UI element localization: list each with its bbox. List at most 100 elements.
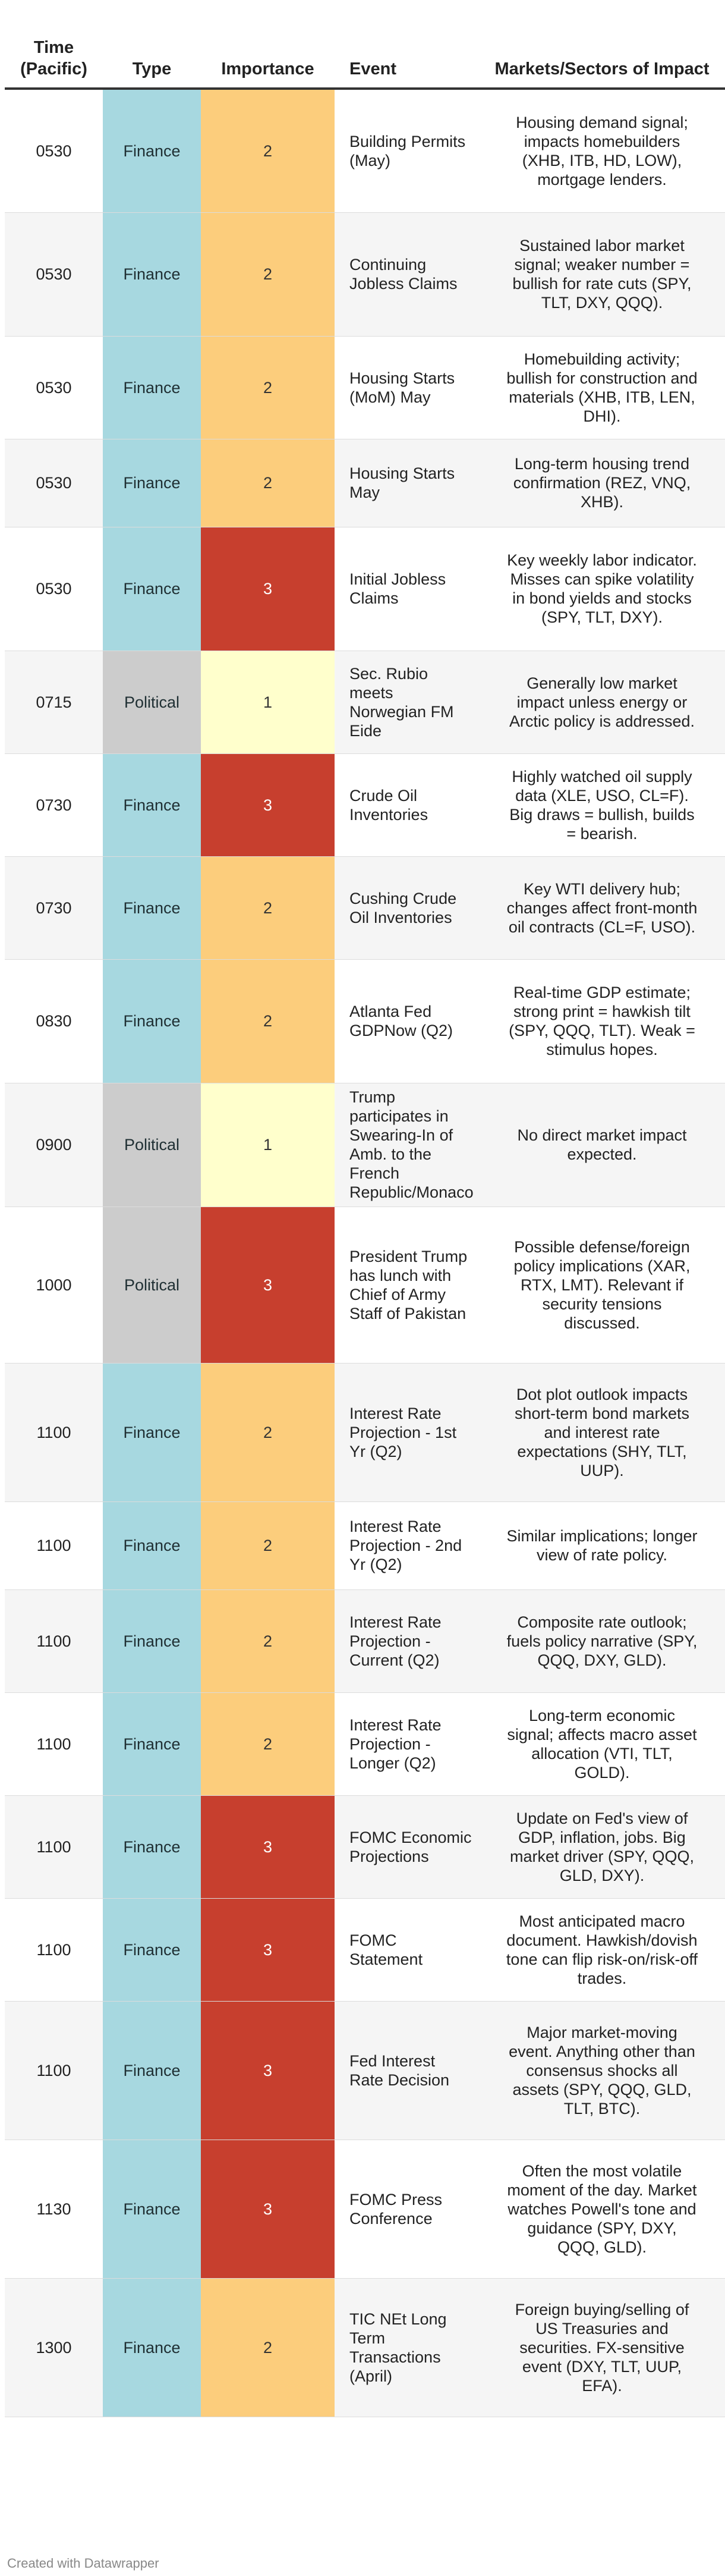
forecast-cell: 1,	[721, 212, 725, 337]
time-cell: 0530	[5, 439, 103, 527]
importance-cell: 2	[201, 212, 335, 337]
time-cell: 1100	[5, 1501, 103, 1590]
time-cell: 1130	[5, 2140, 103, 2279]
markets-cell: Real-time GDP estimate; strong print = h…	[483, 959, 721, 1083]
type-cell: Political	[103, 651, 201, 754]
importance-cell: 2	[201, 336, 335, 439]
event-cell: Continuing Jobless Claims	[335, 212, 483, 337]
markets-cell: Composite rate outlook; fuels policy nar…	[483, 1589, 721, 1693]
type-cell: Finance	[103, 1501, 201, 1590]
importance-cell: 2	[201, 1501, 335, 1590]
events-table: Time (Pacific) Type Importance Event Mar…	[5, 20, 725, 2417]
forecast-cell	[721, 959, 725, 1083]
time-cell: 1100	[5, 1692, 103, 1796]
importance-cell: 2	[201, 959, 335, 1083]
forecast-cell: 3	[721, 856, 725, 960]
markets-cell: Major market-moving event. Anything othe…	[483, 2001, 721, 2140]
table-row: 1100 Finance 2 Interest Rate Projection - 1…	[5, 1363, 725, 1502]
importance-cell: 2	[201, 89, 335, 213]
time-cell: 1100	[5, 1795, 103, 1899]
markets-cell: Highly watched oil supply data (XLE, USO…	[483, 753, 721, 857]
table-row: 1100 Finance 2 Interest Rate Projection - L…	[5, 1692, 725, 1796]
markets-cell: Long-term economic signal; affects macro…	[483, 1692, 721, 1796]
type-cell: Finance	[103, 2278, 201, 2417]
type-cell: Finance	[103, 753, 201, 857]
event-cell: Fed Interest Rate Decision	[335, 2001, 483, 2140]
forecast-cell	[721, 1898, 725, 2002]
table-row: 1100 Finance 3 FOMC Economic Projections Upd…	[5, 1795, 725, 1899]
type-cell: Finance	[103, 856, 201, 960]
forecast-cell	[721, 1363, 725, 1502]
type-cell: Finance	[103, 439, 201, 527]
importance-cell: 3	[201, 753, 335, 857]
event-cell: Housing Starts (MoM) May	[335, 336, 483, 439]
forecast-cell: 1.	[721, 89, 725, 213]
time-cell: 1300	[5, 2278, 103, 2417]
table-row: 0530 Finance 2 Housing Starts May Long-term …	[5, 439, 725, 527]
event-cell: Trump participates in Swearing-In of Amb…	[335, 1083, 483, 1207]
importance-cell: 3	[201, 2140, 335, 2279]
forecast-cell	[721, 1795, 725, 1899]
event-cell: Atlanta Fed GDPNow (Q2)	[335, 959, 483, 1083]
time-cell: 0830	[5, 959, 103, 1083]
header-importance: Importance	[201, 20, 335, 90]
forecast-cell	[721, 1589, 725, 1693]
table-row: 1130 Finance 3 FOMC Press Conference Often t…	[5, 2140, 725, 2279]
markets-cell: Key weekly labor indicator. Misses can s…	[483, 527, 721, 651]
importance-cell: 2	[201, 439, 335, 527]
time-cell: 1100	[5, 1589, 103, 1693]
forecast-cell	[721, 651, 725, 754]
table-row: 1300 Finance 2 TIC NEt Long Term Transactio…	[5, 2278, 725, 2417]
markets-cell: Housing demand signal; impacts homebuild…	[483, 89, 721, 213]
forecast-cell	[721, 2278, 725, 2417]
markets-cell: Homebuilding activity; bullish for const…	[483, 336, 721, 439]
time-cell: 0730	[5, 753, 103, 857]
markets-cell: Similar implications; longer view of rat…	[483, 1501, 721, 1590]
event-cell: Cushing Crude Oil Inventories	[335, 856, 483, 960]
table-row: 1000 Political 3 President Trump has lunch …	[5, 1207, 725, 1364]
table-row: 1100 Finance 3 FOMC Statement Most anticipat…	[5, 1898, 725, 2002]
event-cell: Initial Jobless Claims	[335, 527, 483, 651]
table-row: 0715 Political 1 Sec. Rubio meets Norwegian…	[5, 651, 725, 754]
forecast-cell	[721, 1501, 725, 1590]
type-cell: Finance	[103, 1363, 201, 1502]
type-cell: Finance	[103, 89, 201, 213]
markets-cell: Dot plot outlook impacts short-term bond…	[483, 1363, 721, 1502]
table-row: 0530 Finance 2 Housing Starts (MoM) May Home…	[5, 336, 725, 439]
importance-cell: 2	[201, 856, 335, 960]
forecast-cell	[721, 439, 725, 527]
markets-cell: Most anticipated macro document. Hawkish…	[483, 1898, 721, 2002]
markets-cell: No direct market impact expected.	[483, 1083, 721, 1207]
importance-cell: 3	[201, 1795, 335, 1899]
table-row: 0530 Finance 2 Building Permits (May) Housin…	[5, 89, 725, 213]
importance-cell: 2	[201, 1363, 335, 1502]
importance-cell: 1	[201, 651, 335, 754]
event-cell: Crude Oil Inventories	[335, 753, 483, 857]
header-markets: Markets/Sectors of Impact	[483, 20, 721, 90]
time-cell: 0530	[5, 212, 103, 337]
table-row: 1100 Finance 2 Interest Rate Projection - 2…	[5, 1501, 725, 1590]
header-forecast: Fo	[721, 20, 725, 90]
forecast-cell	[721, 1207, 725, 1364]
table-row: 0530 Finance 2 Continuing Jobless Claims Sus…	[5, 212, 725, 337]
table-row: 0830 Finance 2 Atlanta Fed GDPNow (Q2) Real-…	[5, 959, 725, 1083]
importance-cell: 2	[201, 1692, 335, 1796]
forecast-cell: 1.	[721, 336, 725, 439]
importance-cell: 3	[201, 1207, 335, 1364]
event-cell: TIC NEt Long Term Transactions (April)	[335, 2278, 483, 2417]
event-cell: FOMC Press Conference	[335, 2140, 483, 2279]
event-cell: Interest Rate Projection - Current (Q2)	[335, 1589, 483, 1693]
table-row: 1100 Finance 2 Interest Rate Projection - C…	[5, 1589, 725, 1693]
type-cell: Finance	[103, 2001, 201, 2140]
time-cell: 0730	[5, 856, 103, 960]
markets-cell: Possible defense/foreign policy implicat…	[483, 1207, 721, 1364]
forecast-cell	[721, 753, 725, 857]
type-cell: Political	[103, 1083, 201, 1207]
table-row: 0730 Finance 3 Crude Oil Inventories Highly …	[5, 753, 725, 857]
type-cell: Finance	[103, 1795, 201, 1899]
type-cell: Finance	[103, 336, 201, 439]
event-cell: President Trump has lunch with Chief of …	[335, 1207, 483, 1364]
table-row: 0730 Finance 2 Cushing Crude Oil Inventorie…	[5, 856, 725, 960]
time-cell: 0530	[5, 336, 103, 439]
event-cell: FOMC Economic Projections	[335, 1795, 483, 1899]
